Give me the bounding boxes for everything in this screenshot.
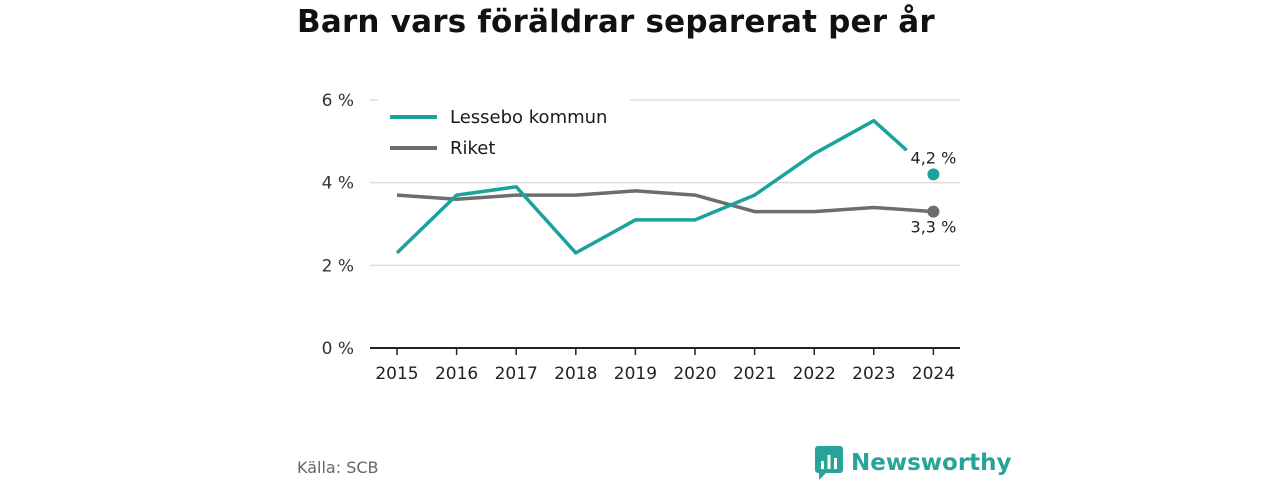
x-tick-label: 2016: [435, 364, 478, 384]
brand-logo: Newsworthy: [815, 446, 1012, 480]
y-tick-label: 2 %: [322, 256, 354, 276]
series-line-riket: [396, 189, 934, 214]
legend-background: [378, 94, 630, 168]
x-tick-label: 2019: [614, 364, 657, 384]
x-tick-label: 2022: [793, 364, 836, 384]
legend-label: Lessebo kommun: [450, 107, 607, 128]
series-end-point-lessebo-kommun: [927, 168, 940, 181]
y-tick-label: 6 %: [322, 91, 354, 111]
x-tick-label: 2020: [673, 364, 716, 384]
x-tick-label: 2017: [495, 364, 538, 384]
series-line-lessebo-kommun: [395, 118, 908, 255]
x-tick-label: 2023: [852, 364, 895, 384]
series-end-label: 3,3 %: [911, 218, 957, 237]
newsworthy-logo-icon: [815, 446, 843, 480]
x-tick-label: 2018: [554, 364, 597, 384]
y-tick-label: 0 %: [322, 339, 354, 359]
y-tick-label: 4 %: [322, 174, 354, 194]
x-tick-label: 2015: [375, 364, 418, 384]
x-tick-label: 2024: [912, 364, 955, 384]
legend-label: Riket: [450, 138, 495, 159]
x-tick-label: 2021: [733, 364, 776, 384]
chart-title: Barn vars föräldrar separerat per år: [297, 4, 935, 40]
series-end-point-riket: [927, 205, 940, 218]
source-label: Källa: SCB: [297, 458, 379, 477]
series-end-label: 4,2 %: [911, 148, 957, 167]
brand-name: Newsworthy: [851, 450, 1012, 476]
